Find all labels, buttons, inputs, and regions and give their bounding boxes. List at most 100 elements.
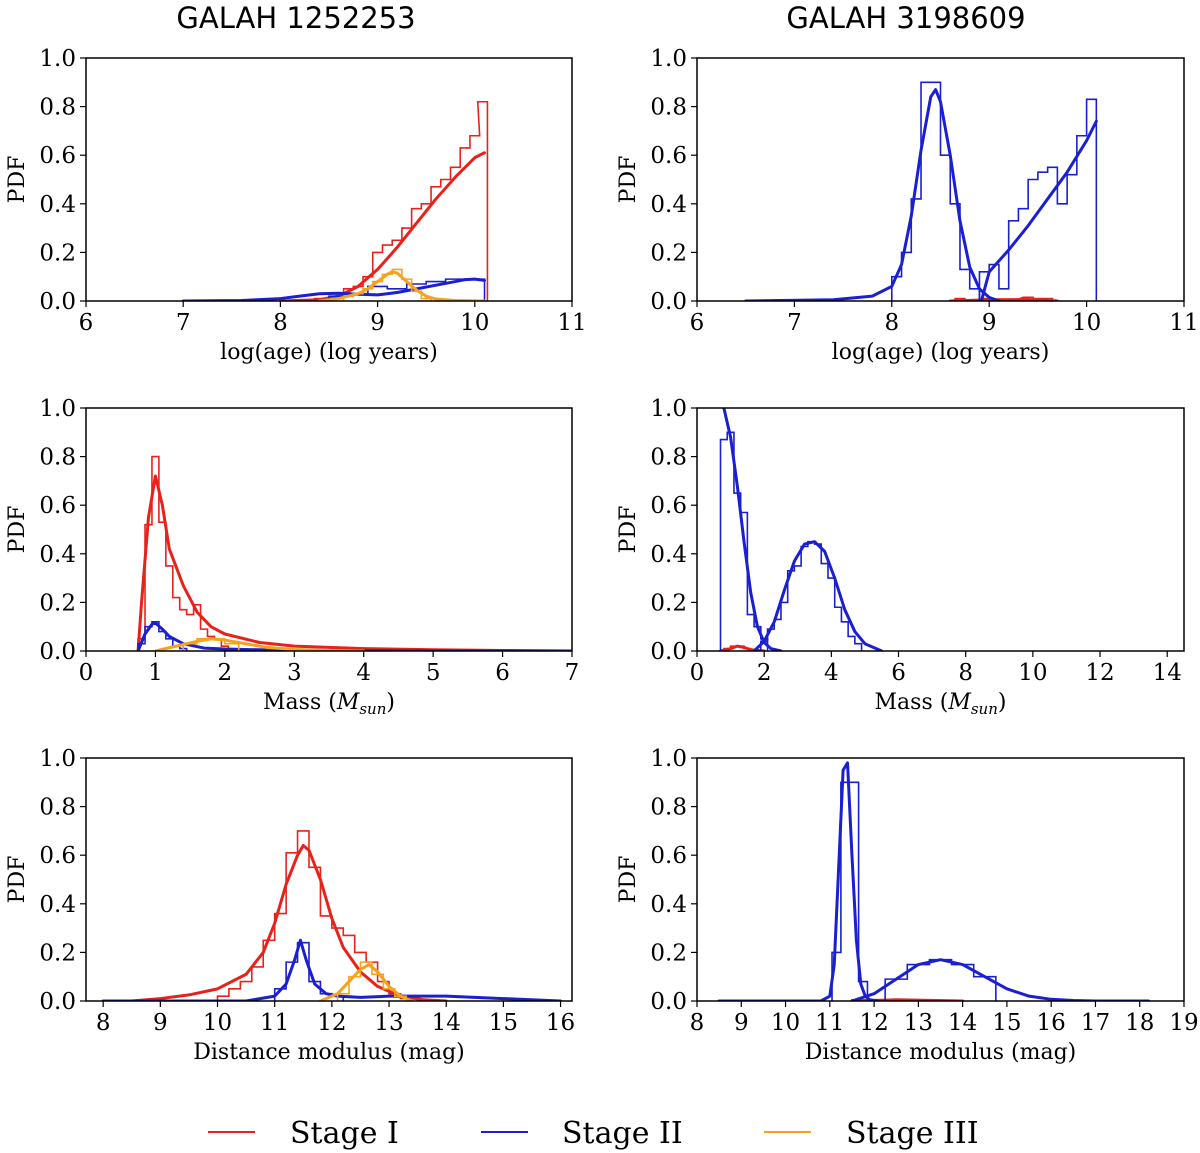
x-axis-label: Mass (Msun) bbox=[263, 690, 395, 718]
chart-panel-4: 0 2 4 6 8 10 12 14 0.0 0.2 0.4 0.6 0.8 1.0 PDF Mass (Ms… bbox=[616, 396, 1185, 718]
y-tick-label: 0.6 bbox=[39, 843, 76, 869]
y-tick-label: 0.2 bbox=[39, 590, 76, 616]
x-tick-label: 16 bbox=[546, 1010, 575, 1036]
x-tick-label: 2 bbox=[218, 660, 233, 686]
y-tick-label: 1.0 bbox=[39, 746, 76, 772]
x-tick-label: 8 bbox=[958, 660, 973, 686]
y-tick-label: 1.0 bbox=[39, 396, 76, 422]
series-stage-ii bbox=[744, 81, 1001, 301]
pdf-curve bbox=[181, 277, 487, 301]
plot-frame bbox=[85, 57, 573, 302]
x-tick-label: 13 bbox=[374, 1010, 403, 1036]
x-tick-label: 9 bbox=[370, 310, 385, 336]
y-tick-label: 0.0 bbox=[39, 639, 76, 665]
y-axis-label: PDF bbox=[616, 856, 641, 904]
panels: 6 7 8 9 10 11 0.0 0.2 0.4 0.6 0.8 1.0 PDF log(age) (l… bbox=[5, 46, 1199, 1065]
x-tick-label: 5 bbox=[426, 660, 441, 686]
x-tick-label: 11 bbox=[557, 310, 586, 336]
series-stage-iii bbox=[318, 961, 414, 1001]
y-tick-label: 0.0 bbox=[39, 289, 76, 315]
x-tick-label: 10 bbox=[1018, 660, 1047, 686]
series-stage-ii bbox=[181, 277, 487, 301]
y-tick-label: 0.4 bbox=[39, 192, 76, 218]
y-tick-label: 1.0 bbox=[650, 46, 687, 72]
plot-frame bbox=[696, 57, 1185, 302]
legend-label-stage-3: Stage III bbox=[846, 1116, 979, 1151]
y-tick-label: 0.0 bbox=[650, 639, 687, 665]
pdf-curve bbox=[722, 408, 783, 651]
y-tick-label: 1.0 bbox=[650, 396, 687, 422]
x-tick-label: 10 bbox=[771, 1010, 800, 1036]
pdf-curve bbox=[318, 963, 414, 1001]
histogram-outline bbox=[884, 958, 997, 1001]
pdf-curve bbox=[979, 119, 1098, 301]
x-tick-label: 12 bbox=[859, 1010, 888, 1036]
y-tick-label: 0.8 bbox=[39, 445, 76, 471]
x-tick-label: 6 bbox=[79, 310, 94, 336]
y-tick-label: 0.4 bbox=[650, 542, 687, 568]
pdf-curve bbox=[717, 761, 881, 1001]
y-tick-label: 0.2 bbox=[39, 240, 76, 266]
histogram-outline bbox=[891, 81, 981, 301]
x-tick-label: 8 bbox=[273, 310, 288, 336]
y-tick-label: 0.2 bbox=[650, 590, 687, 616]
series-stage-ii bbox=[717, 761, 881, 1001]
y-tick-label: 0.6 bbox=[650, 493, 687, 519]
x-tick-label: 9 bbox=[153, 1010, 168, 1036]
y-tick-label: 0.4 bbox=[650, 192, 687, 218]
x-tick-label: 7 bbox=[176, 310, 191, 336]
x-tick-label: 8 bbox=[884, 310, 899, 336]
x-tick-label: 7 bbox=[565, 660, 580, 686]
pdf-curve bbox=[101, 938, 563, 1001]
chart-panel-5: 8 9 10 11 12 13 14 15 16 0.0 0.2 0.4 0.6 0.8 1.0 PDF Dis… bbox=[5, 746, 575, 1065]
y-tick-label: 0.6 bbox=[650, 843, 687, 869]
pdf-curve bbox=[317, 270, 487, 301]
series-stage-iii bbox=[317, 268, 487, 301]
y-tick-label: 0.4 bbox=[39, 542, 76, 568]
x-tick-label: 10 bbox=[460, 310, 489, 336]
x-tick-label: 19 bbox=[1169, 1010, 1198, 1036]
y-tick-label: 0.8 bbox=[650, 445, 687, 471]
x-axis-label: Distance modulus (mag) bbox=[805, 1040, 1077, 1065]
x-tick-label: 17 bbox=[1081, 1010, 1110, 1036]
legend-label-stage-1: Stage I bbox=[290, 1116, 399, 1151]
y-tick-label: 0.2 bbox=[39, 940, 76, 966]
x-tick-label: 6 bbox=[690, 310, 705, 336]
y-tick-label: 0.0 bbox=[39, 989, 76, 1015]
histogram-outline bbox=[978, 98, 1098, 301]
pdf-curve bbox=[850, 958, 1151, 1001]
series-stage-i bbox=[278, 100, 489, 301]
plot-frame bbox=[696, 757, 1185, 1002]
legend: Stage I Stage II Stage III bbox=[208, 1116, 979, 1151]
x-tick-label: 14 bbox=[948, 1010, 977, 1036]
y-tick-label: 1.0 bbox=[39, 46, 76, 72]
histogram-outline bbox=[313, 100, 489, 301]
pdf-curve bbox=[719, 644, 766, 651]
x-tick-label: 15 bbox=[489, 1010, 518, 1036]
series-stage-ii bbox=[752, 540, 884, 651]
y-axis-label: PDF bbox=[616, 156, 641, 204]
x-tick-label: 4 bbox=[356, 660, 371, 686]
pdf-curve bbox=[130, 843, 448, 1001]
x-axis-label: Distance modulus (mag) bbox=[193, 1040, 465, 1065]
series-stage-iii bbox=[153, 637, 366, 651]
x-tick-label: 11 bbox=[815, 1010, 844, 1036]
y-tick-label: 0.8 bbox=[650, 795, 687, 821]
series-stage-ii bbox=[719, 408, 783, 651]
pdf-curve bbox=[136, 474, 572, 651]
plot-frame bbox=[696, 407, 1185, 652]
x-tick-label: 10 bbox=[1072, 310, 1101, 336]
series-stage-ii bbox=[136, 621, 572, 651]
x-tick-label: 4 bbox=[824, 660, 839, 686]
chart-panel-6: 8 9 10 11 12 13 14 15 16 17 18 19 0.0 0.2 0.4 0.6 0.8 1.0… bbox=[616, 746, 1199, 1065]
x-tick-label: 0 bbox=[690, 660, 705, 686]
pdf-curve bbox=[752, 540, 884, 651]
y-tick-label: 0.6 bbox=[39, 493, 76, 519]
y-axis-label: PDF bbox=[5, 156, 30, 204]
x-tick-label: 8 bbox=[690, 1010, 705, 1036]
y-tick-label: 0.2 bbox=[650, 940, 687, 966]
x-axis-label: log(age) (log years) bbox=[832, 340, 1050, 365]
chart-panel-1: 6 7 8 9 10 11 0.0 0.2 0.4 0.6 0.8 1.0 PDF log(age) (l… bbox=[5, 46, 587, 365]
plot-frame bbox=[85, 407, 573, 652]
